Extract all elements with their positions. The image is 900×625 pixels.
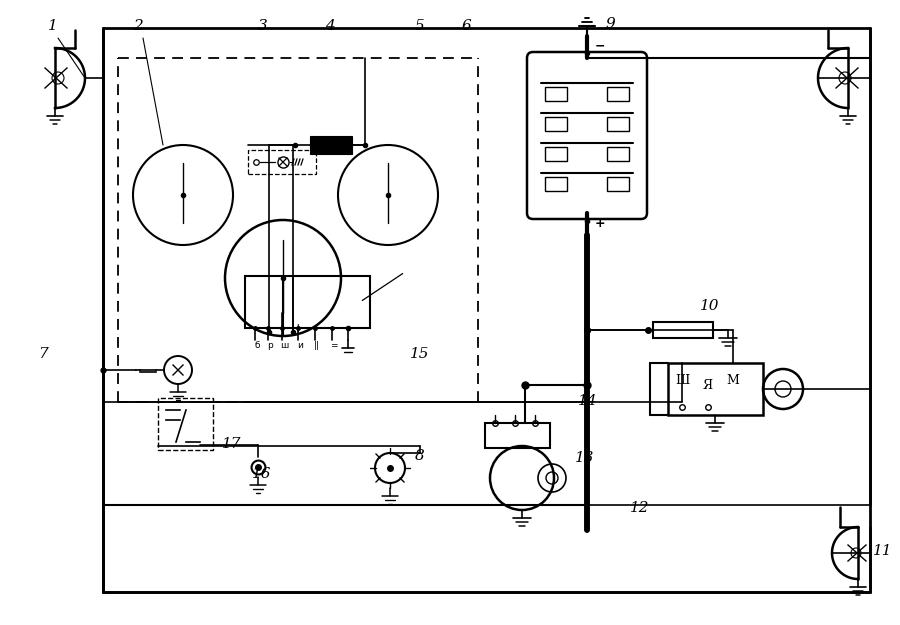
Bar	[245, 276, 370, 328]
Text: 9: 9	[605, 17, 615, 31]
Bar	[545, 177, 567, 191]
Bar	[668, 363, 763, 415]
Bar	[545, 117, 567, 131]
Text: 6: 6	[462, 19, 472, 33]
Text: 4: 4	[325, 19, 335, 33]
Text: −: −	[595, 40, 606, 53]
Text: +: +	[595, 217, 606, 230]
Text: 8: 8	[415, 449, 425, 463]
Text: Я: Я	[703, 379, 713, 392]
Text: 10: 10	[700, 299, 719, 313]
Text: =: =	[330, 341, 338, 350]
Text: ||: ||	[314, 341, 320, 350]
Text: ш: ш	[280, 341, 288, 350]
Text: 17: 17	[222, 437, 241, 451]
Text: 7: 7	[38, 347, 48, 361]
Text: 3: 3	[258, 19, 268, 33]
Text: +: +	[292, 321, 303, 334]
Text: 14: 14	[578, 394, 598, 408]
Text: 16: 16	[252, 467, 272, 481]
Text: М: М	[726, 374, 740, 387]
Text: 1: 1	[48, 19, 58, 33]
Text: 12: 12	[630, 501, 650, 515]
Bar	[607, 87, 629, 101]
Text: 5: 5	[415, 19, 425, 33]
Text: б: б	[254, 341, 260, 350]
Bar	[485, 423, 550, 448]
Bar	[248, 150, 316, 174]
Bar	[545, 147, 567, 161]
Text: −: −	[257, 321, 268, 334]
Text: р: р	[267, 341, 273, 350]
Text: 15: 15	[410, 347, 429, 361]
Bar	[545, 87, 567, 101]
Text: 2: 2	[133, 19, 143, 33]
Text: 13: 13	[575, 451, 595, 465]
Text: 11: 11	[873, 544, 893, 558]
Bar	[607, 117, 629, 131]
Text: Ш: Ш	[675, 374, 689, 387]
Text: и: и	[297, 341, 303, 350]
Bar	[653, 322, 713, 338]
Bar	[607, 177, 629, 191]
Bar	[310, 136, 352, 154]
Bar	[607, 147, 629, 161]
Bar	[158, 398, 213, 450]
